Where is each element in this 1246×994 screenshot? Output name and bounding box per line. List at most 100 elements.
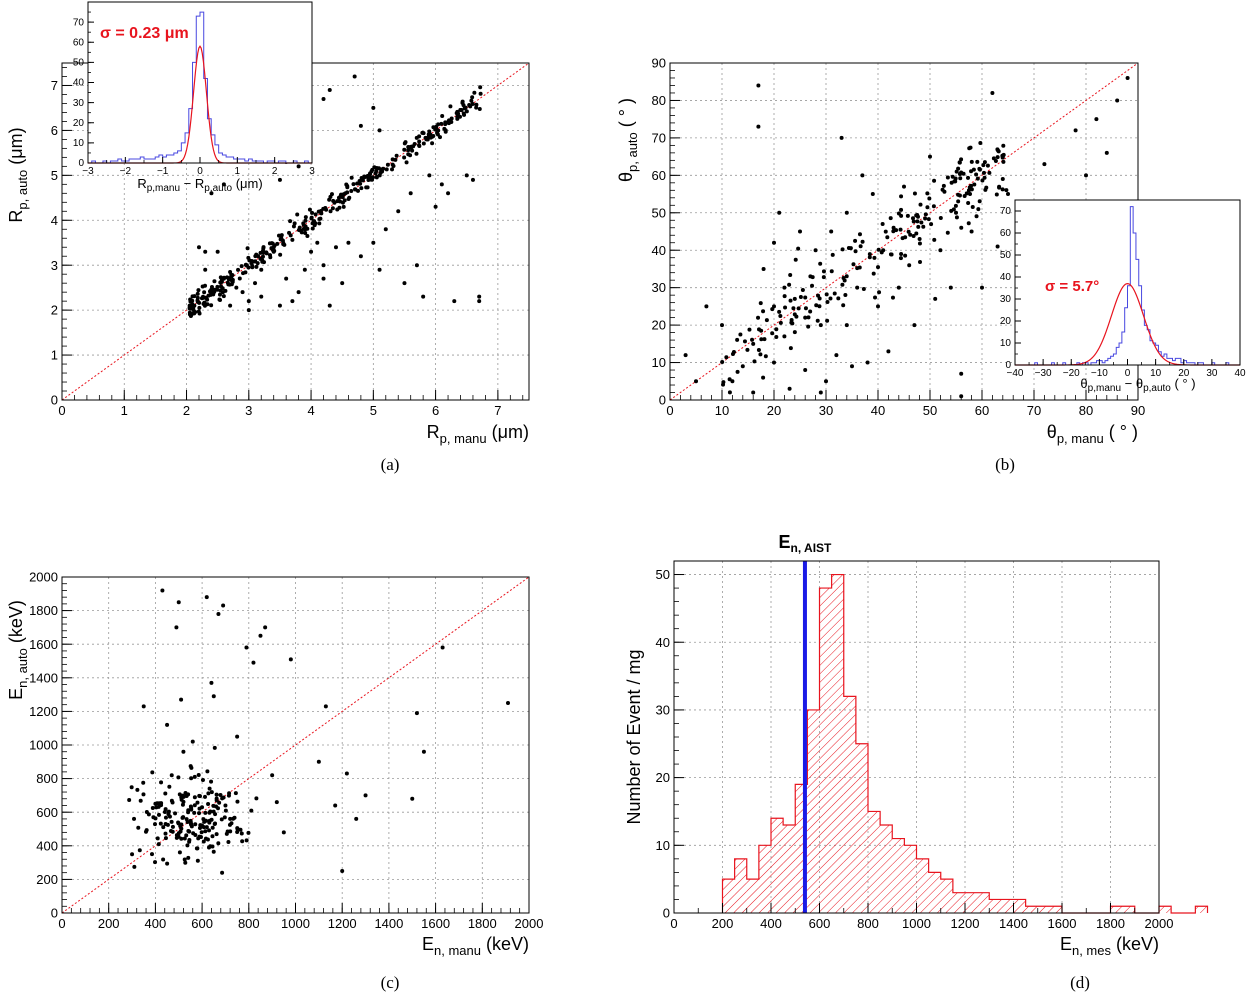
scatter-point xyxy=(996,148,1001,153)
scatter-point xyxy=(948,285,953,290)
y-tick-label: 0 xyxy=(659,393,666,408)
scatter-point xyxy=(277,303,282,308)
scatter-point xyxy=(220,870,225,875)
scatter-point xyxy=(180,802,185,807)
histogram-bar xyxy=(1049,906,1062,913)
scatter-point xyxy=(303,230,308,235)
scatter-point xyxy=(189,765,194,770)
scatter-point xyxy=(958,176,963,181)
scatter-point xyxy=(975,159,980,164)
scatter-point xyxy=(204,595,209,600)
axis-label-main: E xyxy=(1060,934,1072,954)
scatter-point xyxy=(182,836,187,841)
scatter-point xyxy=(990,90,995,95)
x-tick-label: 200 xyxy=(712,916,734,931)
y-tick-label: 40 xyxy=(73,78,85,89)
scatter-point xyxy=(249,261,254,266)
scatter-point xyxy=(384,167,389,172)
scatter-point xyxy=(991,156,996,161)
x-tick-label: 7 xyxy=(494,403,501,418)
scatter-point xyxy=(235,734,240,739)
scatter-point xyxy=(885,235,890,240)
scatter-point xyxy=(1115,98,1120,103)
scatter-point xyxy=(263,625,268,630)
scatter-point xyxy=(197,811,202,816)
scatter-point xyxy=(966,175,971,180)
scatter-point xyxy=(478,91,483,96)
scatter-point xyxy=(274,800,279,805)
panel-c: 0 200 400 600 800 1000 1200 1400 1600 1800 2000 0 20… xyxy=(6,570,543,958)
y-tick-label: 60 xyxy=(1000,228,1012,239)
scatter-point xyxy=(255,261,260,266)
x-tick-label: 0 xyxy=(197,166,203,177)
aist-marker-label: En, AIST xyxy=(778,532,832,555)
scatter-point xyxy=(192,774,197,779)
scatter-point xyxy=(414,711,419,716)
scatter-point xyxy=(975,176,980,181)
scatter-point xyxy=(865,360,870,365)
scatter-point xyxy=(270,241,275,246)
scatter-point xyxy=(464,173,469,178)
axis-label-main: θ xyxy=(616,172,636,182)
scatter-point xyxy=(790,321,795,326)
scatter-point xyxy=(778,314,783,319)
scatter-point xyxy=(452,299,457,304)
scatter-point xyxy=(461,103,466,108)
scatter-point xyxy=(317,221,322,226)
scatter-point xyxy=(846,245,851,250)
scatter-point xyxy=(940,187,945,192)
histogram-bar xyxy=(831,574,844,913)
scatter-point xyxy=(228,816,233,821)
scatter-point xyxy=(752,359,757,364)
scatter-point xyxy=(772,240,776,245)
scatter-point xyxy=(756,348,761,353)
axis-label-unit: (μm) xyxy=(487,422,529,442)
x-tick-label: 0 xyxy=(670,916,677,931)
scatter-point xyxy=(185,843,190,848)
scatter-point xyxy=(945,175,950,180)
scatter-point xyxy=(315,240,320,245)
scatter-point xyxy=(954,169,959,174)
scatter-point xyxy=(472,90,477,95)
scatter-point xyxy=(889,252,894,257)
y-tick-label: 90 xyxy=(652,56,666,71)
y-tick-label: 0 xyxy=(1005,360,1011,371)
scatter-point xyxy=(956,199,961,204)
scatter-point xyxy=(341,204,346,209)
scatter-point xyxy=(932,237,937,242)
scatter-point xyxy=(151,815,156,820)
scatter-point xyxy=(220,796,225,801)
scatter-point xyxy=(798,295,803,300)
scatter-point xyxy=(200,805,205,810)
scatter-point xyxy=(284,276,289,281)
scatter-point xyxy=(916,224,921,229)
panel-caption-d: (d) xyxy=(1070,973,1090,992)
scatter-point xyxy=(129,785,134,790)
y-tick-label: 0 xyxy=(51,393,58,408)
scatter-point xyxy=(217,800,222,805)
scatter-point xyxy=(402,281,407,286)
scatter-point xyxy=(192,311,197,316)
scatter-point xyxy=(404,160,409,165)
scatter-point xyxy=(861,287,866,292)
x-tick-label: 1800 xyxy=(468,916,497,931)
scatter-point xyxy=(1094,117,1099,122)
scatter-point xyxy=(987,170,992,175)
scatter-point xyxy=(206,293,211,298)
y-tick-label: 2000 xyxy=(29,570,58,585)
scatter-point xyxy=(816,293,821,298)
x-tick-label: 1000 xyxy=(902,916,931,931)
scatter-point xyxy=(994,192,999,197)
scatter-point xyxy=(215,284,220,289)
scatter-point xyxy=(193,822,198,827)
scatter-point xyxy=(873,295,878,300)
scatter-point xyxy=(902,184,906,189)
scatter-point xyxy=(195,291,200,296)
scatter-point xyxy=(853,238,858,243)
scatter-point xyxy=(462,112,467,117)
scatter-point xyxy=(351,182,356,187)
scatter-point xyxy=(724,355,729,360)
scatter-point xyxy=(278,252,283,257)
scatter-point xyxy=(167,784,172,789)
